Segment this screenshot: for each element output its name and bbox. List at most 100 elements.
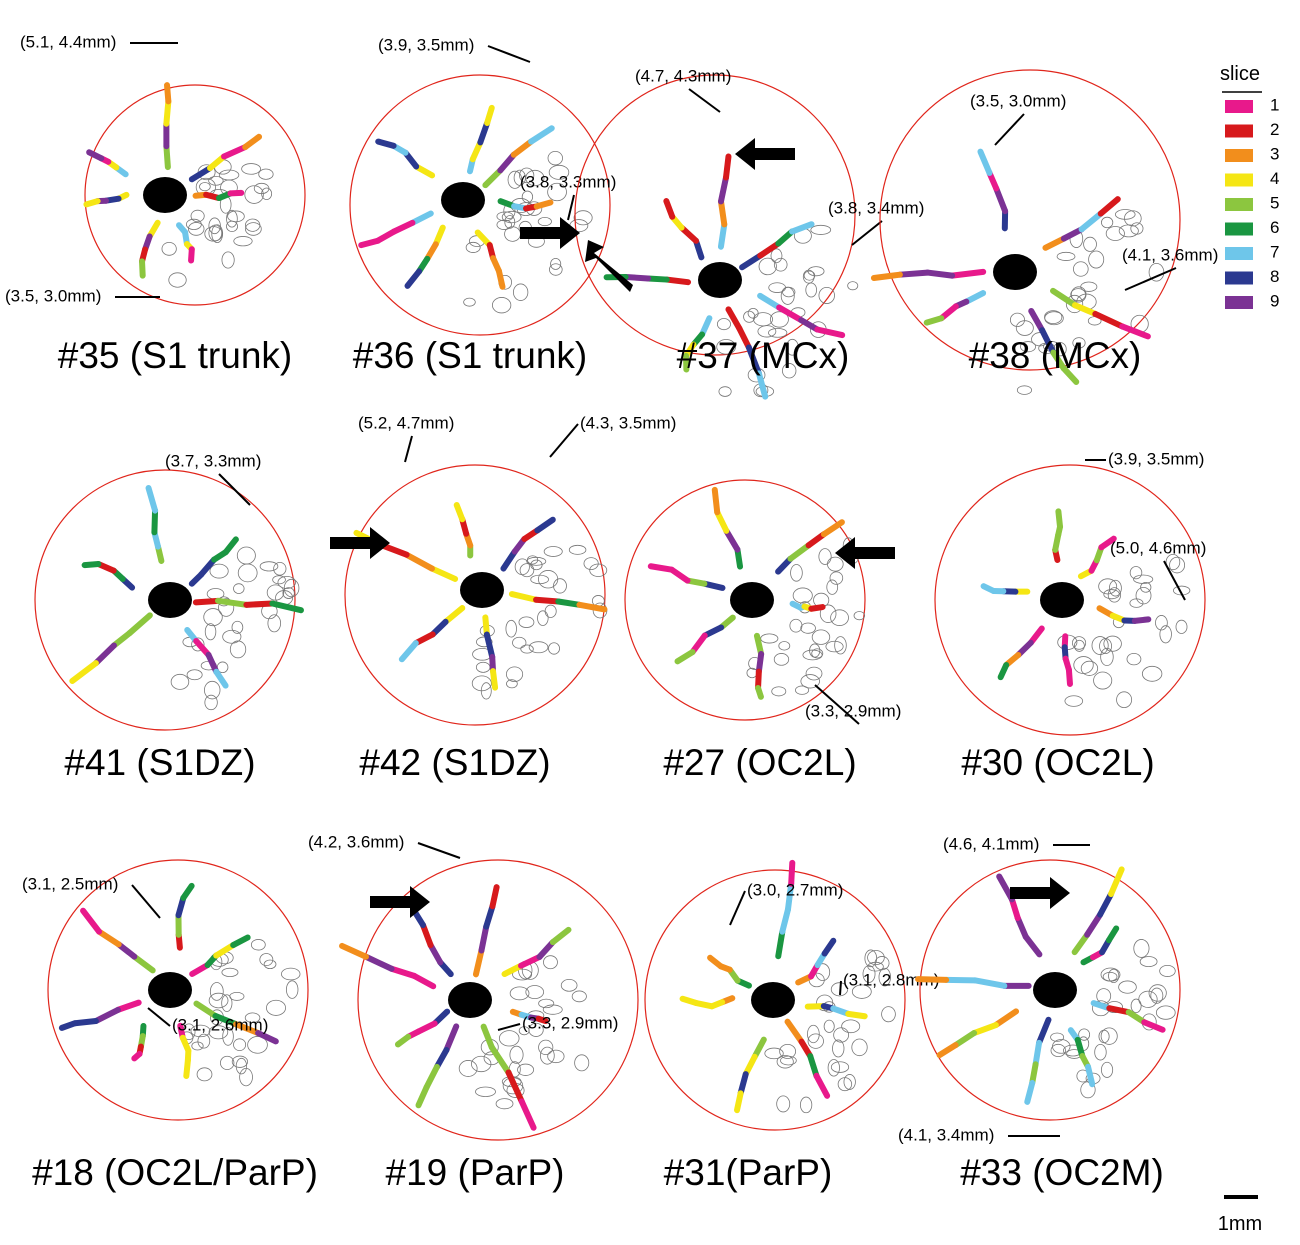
legend-swatch — [1225, 149, 1253, 162]
coordinate-label: (5.2, 4.7mm) — [358, 413, 454, 432]
vessel — [757, 240, 782, 259]
coordinate-label: (4.7, 4.3mm) — [635, 66, 731, 85]
cell-outline — [221, 967, 239, 978]
cell-outline — [538, 1039, 554, 1056]
coordinate-label: (4.1, 3.4mm) — [898, 1125, 994, 1144]
cell-outline — [834, 636, 847, 655]
cell-outline — [272, 575, 286, 585]
cell-outline — [518, 616, 535, 628]
cell-outline — [851, 1038, 868, 1057]
cell-outline — [830, 1061, 850, 1073]
cell-outline — [495, 1098, 514, 1110]
cell-outline — [841, 1019, 861, 1034]
electrode-blob — [441, 182, 485, 218]
panel-title: #19 (ParP) — [386, 1152, 565, 1193]
cell-outline — [760, 633, 779, 644]
cell-outline — [266, 584, 285, 601]
cell-outline — [776, 1095, 791, 1113]
vessel — [845, 1010, 868, 1020]
vessel — [1032, 1039, 1043, 1068]
cell-outline — [204, 623, 217, 641]
cell-outline — [1078, 1028, 1091, 1041]
vessel — [739, 252, 764, 271]
cell-outline — [1070, 286, 1087, 303]
cell-outline — [520, 644, 534, 654]
cell-outline — [241, 163, 261, 175]
vessel — [689, 632, 708, 656]
region-circle — [47, 859, 309, 1121]
vessel — [1097, 891, 1115, 918]
cell-outline — [191, 1041, 204, 1051]
vessel — [751, 1036, 767, 1060]
cell-outline — [589, 563, 608, 577]
cell-outline — [549, 263, 563, 276]
cell-outline — [543, 546, 563, 557]
cell-outline — [190, 1024, 211, 1038]
vessel — [1028, 308, 1046, 334]
cell-outline — [512, 636, 527, 649]
cell-outline — [504, 215, 516, 229]
vessel — [193, 637, 212, 658]
cell-outline — [792, 587, 813, 604]
vessel — [745, 344, 762, 377]
vessel — [938, 303, 959, 322]
cell-outline — [203, 608, 223, 627]
vessel — [409, 210, 434, 226]
cell-outline — [1133, 574, 1154, 584]
electrode-blob — [460, 572, 504, 608]
cell-outline — [547, 182, 567, 202]
panel: #35 (S1 trunk) (5.1, 4.4mm) (3.5, 3.0mm) — [5, 32, 306, 376]
cell-outline — [1133, 939, 1150, 958]
cell-outline — [550, 258, 562, 270]
cell-outline — [537, 217, 552, 227]
cell-outline — [221, 994, 233, 1012]
vessel — [787, 542, 812, 562]
cell-outline — [491, 297, 512, 314]
cell-outline — [768, 282, 787, 293]
vessel — [1029, 1061, 1039, 1086]
legend-swatch — [1225, 247, 1253, 260]
cell-outline — [1139, 956, 1158, 968]
legend-label: 7 — [1270, 242, 1279, 261]
cell-outline — [1009, 312, 1025, 327]
cell-outline — [1109, 579, 1122, 597]
scale-label: 1mm — [1218, 1213, 1262, 1235]
cell-outline — [1141, 665, 1163, 682]
vessel — [390, 219, 416, 235]
cell-outline — [764, 1047, 784, 1060]
vessel — [433, 1047, 450, 1070]
vessel — [755, 684, 764, 700]
vessel — [645, 275, 670, 283]
vessel — [668, 566, 691, 584]
cell-outline — [785, 338, 799, 356]
cell-outline — [1118, 224, 1139, 238]
vessel — [69, 660, 99, 684]
cell-outline — [718, 386, 732, 397]
legend-title: slice — [1220, 63, 1260, 85]
cell-outline — [805, 666, 823, 681]
arrow — [370, 886, 430, 918]
cell-outline — [1101, 216, 1114, 229]
leader-line — [1124, 267, 1177, 291]
cell-outline — [191, 637, 205, 652]
vessel — [725, 306, 743, 332]
vessel — [789, 221, 815, 235]
cell-outline — [519, 167, 535, 184]
region-circle — [624, 479, 866, 721]
vessel — [717, 221, 728, 250]
cell-outline — [573, 210, 593, 226]
cell-outline — [743, 310, 756, 323]
vessel — [183, 1057, 191, 1080]
vessel — [227, 189, 245, 197]
panel-title: #36 (S1 trunk) — [353, 335, 587, 376]
vessel — [83, 198, 101, 208]
cell-outline — [1126, 652, 1142, 666]
coordinate-label: (3.3, 2.9mm) — [522, 1013, 618, 1032]
vessel — [443, 1023, 460, 1054]
cell-outline — [259, 953, 274, 967]
cell-outline — [245, 222, 262, 236]
legend-label: 4 — [1270, 169, 1279, 188]
cell-outline — [795, 685, 810, 695]
cell-outline — [1044, 310, 1063, 324]
